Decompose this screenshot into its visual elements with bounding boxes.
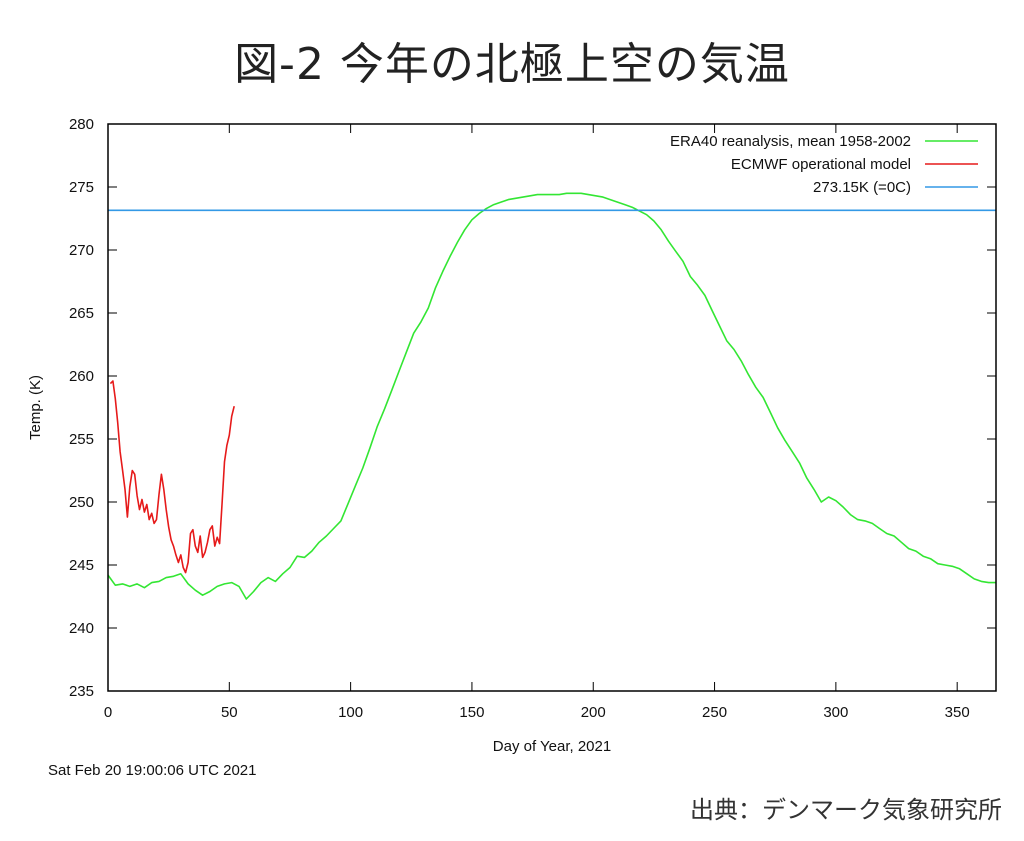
source-credit: 出典：デンマーク気象研究所 xyxy=(690,796,1002,824)
legend-label: ERA40 reanalysis, mean 1958-2002 xyxy=(670,133,911,150)
y-tick-label: 275 xyxy=(69,179,94,196)
x-tick-label: 200 xyxy=(581,704,606,721)
x-tick-label: 150 xyxy=(459,704,484,721)
y-tick-label: 250 xyxy=(69,494,94,511)
y-tick-label: 280 xyxy=(69,116,94,133)
legend-label: 273.15K (=0C) xyxy=(813,179,911,196)
y-tick-label: 245 xyxy=(69,557,94,574)
axis-ticks xyxy=(107,123,996,692)
chart-title: 図-2 今年の北極上空の気温 xyxy=(234,39,790,90)
y-axis-label: Temp. (K) xyxy=(27,375,44,440)
y-tick-label: 255 xyxy=(69,431,94,448)
legend: ERA40 reanalysis, mean 1958-2002 ECMWF op… xyxy=(670,133,978,196)
ecmwf-model-line xyxy=(109,380,235,574)
chart-series xyxy=(107,192,996,600)
y-tick-label: 235 xyxy=(69,683,94,700)
timestamp: Sat Feb 20 19:00:06 UTC 2021 xyxy=(48,762,257,779)
x-axis-label: Day of Year, 2021 xyxy=(493,738,611,755)
x-tick-label: 50 xyxy=(221,704,238,721)
x-tick-label: 0 xyxy=(104,704,112,721)
era40-mean-line xyxy=(107,192,996,600)
x-tick-label: 350 xyxy=(945,704,970,721)
x-tick-label: 250 xyxy=(702,704,727,721)
tick-labels: 0 50 100 150 200 250 300 350 235 240 245 250 255 260 2… xyxy=(69,116,970,721)
y-tick-label: 240 xyxy=(69,620,94,637)
plot-frame xyxy=(107,123,997,692)
x-tick-label: 300 xyxy=(823,704,848,721)
y-tick-label: 265 xyxy=(69,305,94,322)
y-tick-label: 260 xyxy=(69,368,94,385)
y-tick-label: 270 xyxy=(69,242,94,259)
legend-label: ECMWF operational model xyxy=(731,156,911,173)
x-tick-label: 100 xyxy=(338,704,363,721)
